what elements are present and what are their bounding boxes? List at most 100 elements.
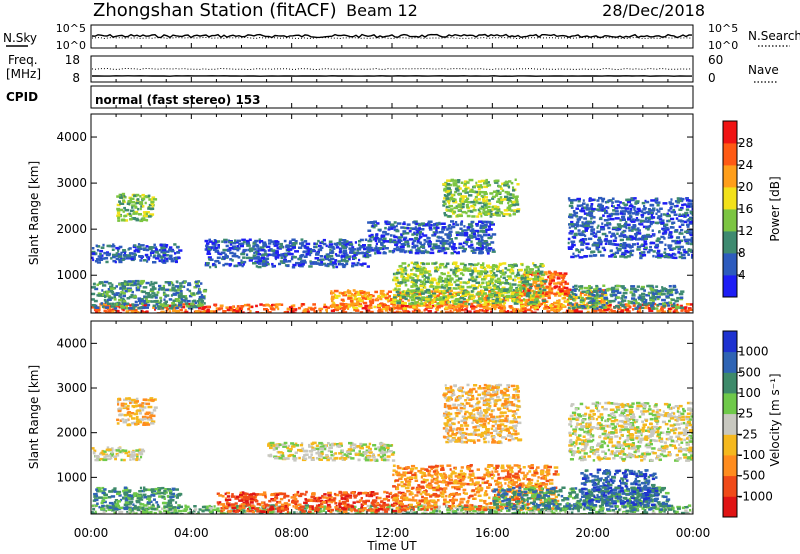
heatmap-cell — [487, 307, 492, 310]
heatmap-cell — [343, 259, 349, 263]
heatmap-cell — [680, 290, 685, 293]
heatmap-cell — [578, 289, 581, 292]
heatmap-cell — [165, 257, 168, 261]
heatmap-cell — [150, 296, 154, 299]
heatmap-cell — [577, 199, 581, 203]
heatmap-cell — [474, 201, 479, 204]
heatmap-cell — [423, 282, 427, 286]
heatmap-cell — [432, 292, 437, 295]
heatmap-cell — [601, 246, 606, 250]
heatmap-cell — [485, 241, 489, 244]
heatmap-cell — [459, 281, 463, 284]
heatmap-cell — [589, 205, 593, 208]
heatmap-cell — [241, 311, 245, 313]
heatmap-cell — [130, 294, 134, 297]
heatmap-cell — [664, 243, 667, 247]
heatmap-cell — [602, 284, 606, 287]
heatmap-cell — [480, 186, 483, 189]
heatmap-cell — [624, 249, 629, 253]
heatmap-cell — [342, 259, 345, 262]
heatmap-cell — [477, 240, 483, 243]
heatmap-cell — [186, 299, 191, 303]
heatmap-cell — [537, 268, 540, 271]
heatmap-cell — [203, 309, 207, 312]
heatmap-cell — [452, 272, 456, 276]
heatmap-cell — [406, 227, 410, 230]
heatmap-cell — [344, 303, 350, 306]
heatmap-cell — [483, 296, 489, 300]
heatmap-cell — [428, 273, 432, 277]
heatmap-cell — [632, 298, 637, 302]
heatmap-cell — [604, 201, 608, 204]
heatmap-cell — [426, 300, 430, 303]
heatmap-cell — [686, 197, 689, 200]
heatmap-cell — [219, 304, 224, 307]
heatmap-cell — [113, 293, 119, 296]
heatmap-cell — [205, 310, 210, 313]
heatmap-cell — [160, 259, 163, 263]
heatmap-cell — [289, 240, 292, 243]
heatmap-cell — [160, 256, 164, 259]
heatmap-cell — [178, 249, 183, 252]
heatmap-cell — [424, 291, 429, 294]
heatmap-cell — [608, 213, 612, 216]
heatmap-cell — [641, 295, 645, 298]
heatmap-cell — [605, 206, 608, 209]
heatmap-cell — [475, 184, 480, 187]
heatmap-cell — [401, 278, 406, 281]
heatmap-cell — [396, 310, 402, 313]
heatmap-cell — [664, 289, 669, 293]
heatmap-cell — [502, 289, 508, 292]
heatmap-cell — [406, 294, 410, 298]
heatmap-cell — [483, 203, 487, 207]
heatmap-cell — [443, 189, 448, 192]
heatmap-cell — [382, 240, 387, 243]
heatmap-cell — [413, 307, 417, 310]
heatmap-cell — [272, 242, 276, 246]
heatmap-cell — [411, 246, 416, 249]
heatmap-cell — [495, 285, 500, 288]
heatmap-cell — [482, 198, 485, 201]
heatmap-cell — [536, 295, 540, 298]
heatmap-cell — [413, 285, 419, 288]
heatmap-cell — [557, 303, 560, 307]
heatmap-cell — [610, 249, 613, 252]
heatmap-cell — [140, 279, 145, 283]
heatmap-cell — [436, 294, 440, 297]
heatmap-cell — [472, 248, 478, 251]
heatmap-cell — [238, 242, 242, 246]
heatmap-cell — [427, 309, 432, 313]
heatmap-cell — [655, 212, 658, 215]
heatmap-cell — [490, 281, 495, 285]
heatmap-cell — [117, 253, 123, 257]
heatmap-cell — [112, 253, 117, 257]
heatmap-cell — [510, 209, 513, 212]
heatmap-cell — [461, 229, 464, 233]
heatmap-cell — [387, 311, 390, 313]
heatmap-cell — [454, 266, 459, 270]
heatmap-cell — [631, 293, 636, 296]
heatmap-cell — [284, 253, 288, 257]
heatmap-cell — [571, 288, 576, 292]
heatmap-cell — [622, 242, 627, 245]
heatmap-cell — [173, 243, 177, 246]
heatmap-cell — [503, 181, 508, 185]
heatmap-cell — [647, 211, 651, 215]
heatmap-cell — [414, 227, 420, 231]
heatmap-cell — [134, 308, 138, 312]
heatmap-cell — [132, 295, 137, 298]
heatmap-cell — [449, 196, 454, 199]
heatmap-cell — [392, 272, 396, 276]
heatmap-cell — [242, 240, 246, 244]
heatmap-cell — [106, 304, 110, 308]
heatmap-cell — [437, 236, 443, 239]
heatmap-cell — [607, 218, 611, 221]
heatmap-cell — [631, 229, 634, 232]
heatmap-cell — [471, 215, 476, 218]
heatmap-cell — [160, 287, 165, 290]
heatmap-cell — [592, 254, 598, 257]
heatmap-cell — [456, 302, 461, 306]
heatmap-cell — [526, 308, 532, 312]
heatmap-cell — [455, 269, 458, 273]
heatmap-cell — [447, 242, 451, 246]
